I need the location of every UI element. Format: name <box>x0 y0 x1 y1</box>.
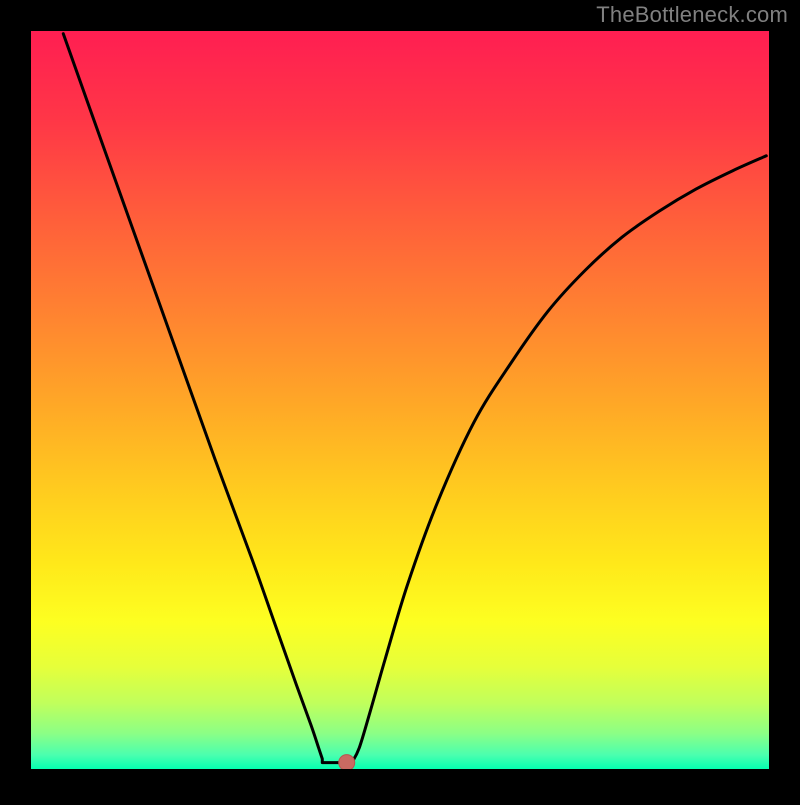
chart-svg <box>0 0 800 800</box>
minimum-marker <box>339 755 355 771</box>
watermark-text: TheBottleneck.com <box>596 2 788 28</box>
bottleneck-chart <box>0 0 800 800</box>
plot-background-gradient <box>30 30 770 770</box>
